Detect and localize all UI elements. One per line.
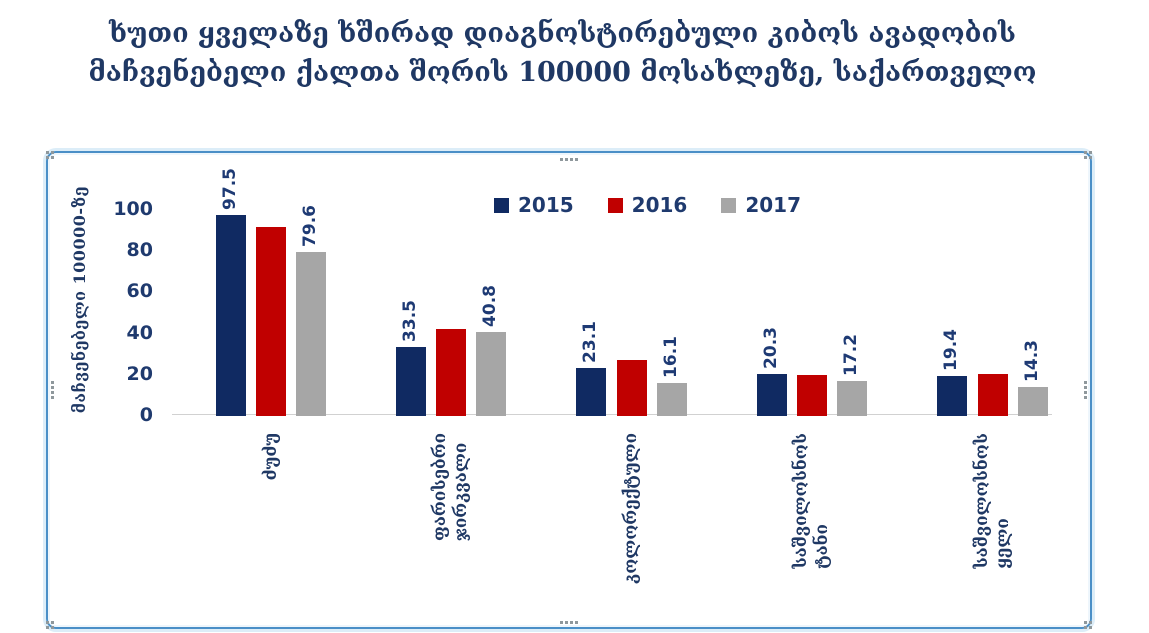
- selection-handle-right[interactable]: [1083, 380, 1088, 400]
- bar-2017-cat4[interactable]: [837, 380, 868, 416]
- selection-handle-top-left[interactable]: [45, 150, 55, 160]
- x-axis-line: [172, 414, 1052, 415]
- chart-title-line-1: ხუთი ყველაზე ხშირად დიაგნოსტირებული კიბო…: [109, 18, 1016, 49]
- legend-swatch-2015: [494, 197, 509, 213]
- bar-2016-cat4[interactable]: [797, 374, 828, 416]
- y-tick-40: 40: [126, 321, 153, 344]
- legend-label-2016: 2016: [631, 193, 688, 217]
- chart-object-frame[interactable]: მაჩვენებელი 100000-ზე 2015 2016 2017 0 20…: [43, 148, 1095, 632]
- legend-item-2017[interactable]: 2017: [721, 193, 801, 217]
- y-tick-60: 60: [126, 280, 153, 303]
- bar-2016-cat5[interactable]: [977, 373, 1008, 416]
- bar-value-label-2015-cat2: 33.5: [399, 300, 420, 342]
- bar-value-label-2015-cat4: 20.3: [760, 327, 781, 370]
- category-label-3[interactable]: კოლორექტული: [621, 433, 642, 584]
- bar-2015-cat4[interactable]: [756, 374, 787, 416]
- selection-handle-left[interactable]: [50, 380, 55, 400]
- legend-swatch-2017: [721, 197, 737, 213]
- chart-title-line-2: მაჩვენებელი ქალთა შორის 100000 მოსახლეზე…: [88, 57, 1037, 88]
- category-label-2[interactable]: ფარისებრი ჯირკვალი: [430, 433, 472, 541]
- bar-2016-cat2[interactable]: [436, 328, 467, 416]
- bar-value-label-2015-cat5: 19.4: [941, 329, 962, 372]
- bar-value-label-2017-cat3: 16.1: [660, 335, 681, 378]
- selection-handle-top[interactable]: [559, 157, 579, 162]
- legend-item-2015[interactable]: 2015: [494, 193, 574, 217]
- bar-2017-cat3[interactable]: [656, 382, 687, 416]
- category-label-5[interactable]: საშვილოსნოს ყელი: [971, 433, 1013, 569]
- bar-2015-cat3[interactable]: [576, 368, 607, 416]
- bar-2016-cat3[interactable]: [616, 359, 647, 416]
- bar-2017-cat5[interactable]: [1017, 386, 1048, 416]
- bar-2015-cat2[interactable]: [395, 346, 426, 416]
- bar-value-label-2017-cat4: 17.2: [841, 333, 862, 376]
- category-label-4[interactable]: საშვილოსნოს ტანი: [791, 433, 833, 569]
- y-tick-100: 100: [113, 198, 153, 220]
- y-tick-0: 0: [139, 404, 153, 426]
- legend: 2015 2016 2017: [494, 193, 801, 217]
- y-axis-title: მაჩვენებელი 100000-ზე: [70, 186, 89, 414]
- selection-handle-bottom-right[interactable]: [1083, 620, 1093, 630]
- y-tick-20: 20: [126, 362, 153, 385]
- legend-label-2015: 2015: [518, 193, 574, 217]
- bar-2015-cat1[interactable]: [215, 215, 246, 416]
- legend-item-2016[interactable]: 2016: [607, 193, 688, 217]
- legend-label-2017: 2017: [745, 193, 802, 217]
- bar-value-label-2017-cat5: 14.3: [1021, 339, 1042, 382]
- bar-2015-cat5[interactable]: [937, 376, 968, 416]
- bar-2017-cat1[interactable]: [296, 252, 326, 416]
- selection-handle-bottom-left[interactable]: [45, 620, 55, 630]
- category-label-1[interactable]: ძუძუ: [260, 433, 281, 481]
- selection-handle-bottom[interactable]: [559, 620, 579, 625]
- bar-value-label-2015-cat3: 23.1: [580, 321, 601, 364]
- chart-title: ხუთი ყველაზე ხშირად დიაგნოსტირებული კიბო…: [0, 14, 1125, 92]
- selection-handle-top-right[interactable]: [1083, 150, 1093, 160]
- bar-2017-cat2[interactable]: [476, 331, 507, 416]
- bar-value-label-2015-cat1: 97.5: [219, 168, 240, 211]
- bar-2016-cat1[interactable]: [256, 227, 286, 416]
- y-tick-80: 80: [126, 239, 153, 262]
- bar-value-label-2017-cat2: 40.8: [480, 285, 501, 327]
- bar-value-label-2017-cat1: 79.6: [300, 205, 320, 248]
- legend-swatch-2016: [607, 197, 623, 213]
